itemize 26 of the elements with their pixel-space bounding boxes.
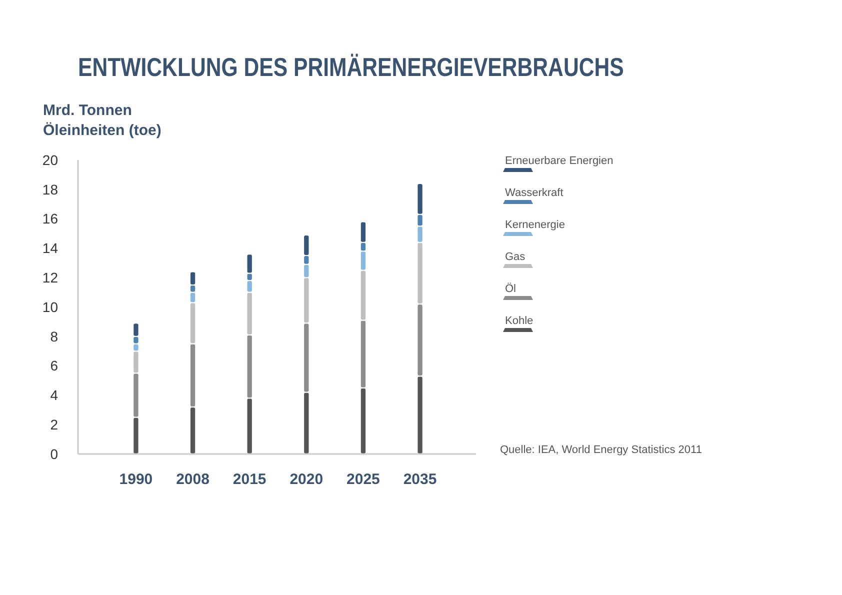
y-tick-label: 14 <box>42 240 58 256</box>
y-tick-label: 0 <box>50 446 58 462</box>
text: Erneuerbare Energien <box>505 155 614 167</box>
y-tick-label: 4 <box>50 387 58 404</box>
x-tick-label: 2020 <box>290 471 324 488</box>
y-tick-label: 8 <box>50 328 58 344</box>
y-tick-label: 6 <box>50 358 58 374</box>
x-tick-label: 2015 <box>232 471 266 488</box>
y-tick-label: 20 <box>42 152 58 168</box>
x-tick-label: 2025 <box>346 471 380 488</box>
y-tick-label: 16 <box>42 210 58 227</box>
y-tick-label: 10 <box>42 298 58 315</box>
x-tick-label: 2008 <box>176 471 210 488</box>
text: Kohle <box>505 315 534 327</box>
text: Öl <box>505 282 516 295</box>
text: Gas <box>505 251 526 263</box>
x-tick-label: 2035 <box>403 471 437 488</box>
y-tick-label: 18 <box>42 181 58 198</box>
y-tick-label: 2 <box>50 416 58 432</box>
y-tick-label: 12 <box>42 270 58 286</box>
x-tick-label: 1990 <box>119 471 153 488</box>
text: Wasserkraft <box>505 187 564 199</box>
chart-title: ENTWICKLUNG DES PRIMÄRENERGIEVERBRAUCHS <box>78 53 624 83</box>
source-note: Quelle: IEA, World Energy Statistics 2011 <box>500 444 702 456</box>
text: Kernenergie <box>505 219 565 231</box>
y-axis-title: Mrd. Tonnen Öleinheiten (toe) <box>43 102 162 139</box>
